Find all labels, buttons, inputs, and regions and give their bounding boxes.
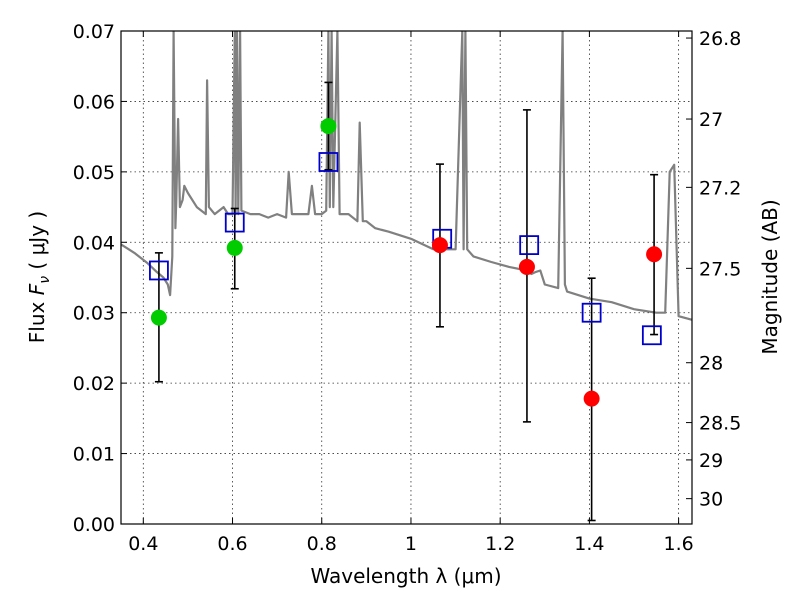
model-square-point	[581, 302, 602, 323]
y-axis-label: Flux Fν ( μJy )	[25, 211, 53, 343]
y-tick-label: 0.04	[73, 232, 115, 254]
model-square-point	[641, 325, 662, 346]
model-square-point	[519, 235, 540, 256]
observed-point	[518, 258, 535, 275]
observed-point	[583, 390, 600, 407]
y-axis-label-suffix: ( μJy )	[25, 211, 49, 276]
observed-point	[226, 239, 243, 256]
y2-tick-label: 28.5	[699, 413, 741, 435]
data-markers	[149, 118, 663, 407]
x-axis-label: Wavelength λ (μm)	[310, 564, 501, 588]
y-tick-label: 0.01	[73, 444, 115, 466]
sed-curve	[121, 31, 692, 321]
sed-curve-layer	[121, 31, 692, 321]
y-axis-label-prefix: Flux	[25, 295, 49, 343]
grid-lines	[121, 31, 692, 524]
y-tick-label: 0.07	[73, 21, 115, 43]
model-square-point	[318, 152, 339, 172]
y-axis-label-symbol: F	[25, 283, 49, 295]
y-tick-label: 0.05	[73, 162, 115, 184]
y2-tick-label: 26.8	[699, 28, 741, 50]
axis-ticks: 0.4 0.6 0.8 1 1.2 1.4 1.6 0.00 0.01 0.02 0.03 0.04 0…	[73, 21, 742, 555]
y2-tick-label: 29	[699, 450, 723, 472]
observed-point	[320, 118, 337, 135]
observed-point	[431, 237, 448, 254]
y2-tick-label: 30	[699, 489, 723, 511]
x-tick-label: 0.4	[128, 533, 158, 555]
plot-frame	[120, 30, 693, 525]
y2-tick-label: 27.2	[699, 177, 741, 199]
y2-axis-label: Magnitude (AB)	[758, 199, 782, 354]
y-axis-label-subscript: ν	[37, 276, 53, 284]
y-tick-label: 0.06	[73, 91, 115, 113]
y2-tick-label: 27	[699, 109, 723, 131]
model-square-point	[224, 212, 245, 233]
y2-tick-label: 27.5	[699, 258, 741, 280]
x-tick-label: 1.4	[574, 533, 604, 555]
observed-point	[150, 309, 167, 326]
observed-point	[646, 246, 663, 263]
y-tick-label: 0.03	[73, 303, 115, 325]
error-bars	[154, 81, 659, 522]
x-tick-label: 1.2	[485, 533, 515, 555]
x-tick-label: 0.6	[217, 533, 247, 555]
model-square-point	[149, 260, 169, 281]
y-tick-label: 0.00	[73, 514, 115, 536]
x-tick-label: 1	[405, 533, 417, 555]
y2-tick-label: 28	[699, 353, 723, 375]
x-tick-label: 1.6	[664, 533, 694, 555]
x-tick-label: 0.8	[307, 533, 337, 555]
y-tick-label: 0.02	[73, 373, 115, 395]
